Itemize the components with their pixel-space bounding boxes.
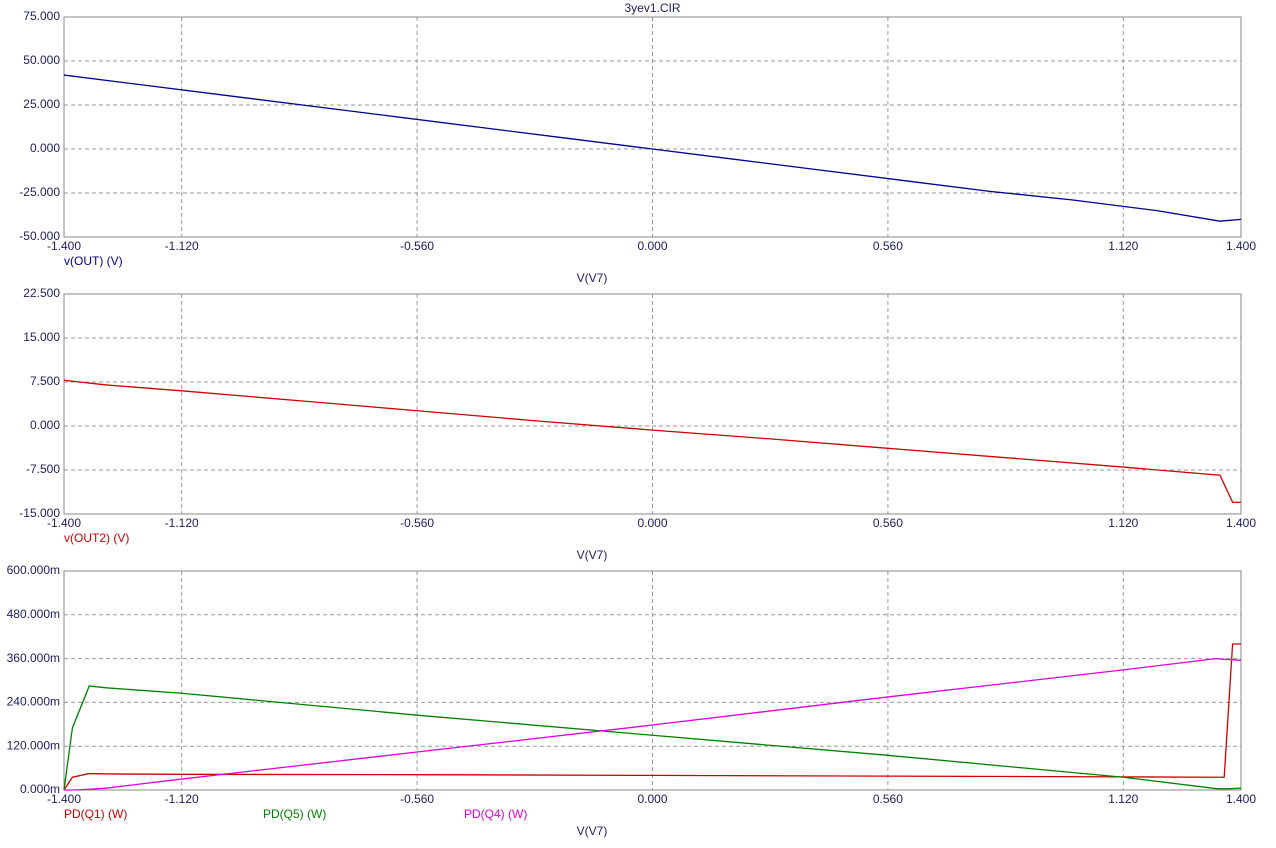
x-axis-label: V(V7) <box>577 548 608 562</box>
x-tick-label: -1.400 <box>47 516 81 530</box>
y-tick-label: 7.500 <box>30 374 60 388</box>
x-tick-label: 0.560 <box>873 792 903 806</box>
y-tick-label: 0.000 <box>30 418 60 432</box>
legend-entry: v(OUT2) (V) <box>64 531 129 545</box>
x-tick-label: 0.560 <box>873 516 903 530</box>
y-tick-label: 0.000 <box>30 141 60 155</box>
x-tick-label: 1.120 <box>1108 239 1138 253</box>
y-tick-label: 0.000m <box>20 782 60 796</box>
x-tick-label: -1.400 <box>47 792 81 806</box>
x-tick-label: -0.560 <box>400 516 434 530</box>
series-line <box>63 685 1242 791</box>
y-tick-label: 15.000 <box>23 330 60 344</box>
legend-entry: PD(Q1) (W) <box>64 807 127 821</box>
plot-frame <box>63 16 1242 238</box>
y-tick-label: 75.000 <box>23 9 60 23</box>
y-tick-label: 360.000m <box>7 651 60 665</box>
y-tick-label: 600.000m <box>7 563 60 577</box>
y-tick-label: 25.000 <box>23 97 60 111</box>
y-tick-label: -15.000 <box>19 506 60 520</box>
series-line <box>63 74 1242 222</box>
plot-frame <box>63 293 1242 515</box>
x-axis-label: V(V7) <box>577 824 608 838</box>
x-tick-label: 0.000 <box>637 792 667 806</box>
x-tick-label: -0.560 <box>400 792 434 806</box>
x-tick-label: -1.400 <box>47 239 81 253</box>
y-tick-label: -25.000 <box>19 185 60 199</box>
series-line <box>63 643 1241 791</box>
x-axis-label: V(V7) <box>577 271 608 285</box>
x-tick-label: -1.120 <box>165 239 199 253</box>
x-tick-label: 1.400 <box>1226 239 1256 253</box>
x-tick-label: 1.400 <box>1226 792 1256 806</box>
y-tick-label: 240.000m <box>7 695 60 709</box>
x-tick-label: 0.560 <box>873 239 903 253</box>
y-tick-label: -50.000 <box>19 229 60 243</box>
x-tick-label: -0.560 <box>400 239 434 253</box>
y-tick-label: 120.000m <box>7 738 60 752</box>
y-tick-label: 480.000m <box>7 607 60 621</box>
legend-entry: PD(Q5) (W) <box>263 807 326 821</box>
x-tick-label: 0.000 <box>637 516 667 530</box>
x-tick-label: 1.400 <box>1226 516 1256 530</box>
plot-frame <box>63 570 1242 791</box>
series-line <box>63 379 1241 503</box>
legend-entry: v(OUT) (V) <box>64 254 123 268</box>
y-tick-label: 50.000 <box>23 53 60 67</box>
legend-entry: PD(Q4) (W) <box>464 807 527 821</box>
y-tick-label: -7.500 <box>26 462 60 476</box>
chart-title: 3yev1.CIR <box>624 1 680 15</box>
x-tick-label: 1.120 <box>1108 792 1138 806</box>
x-tick-label: 1.120 <box>1108 516 1138 530</box>
y-tick-label: 22.500 <box>23 286 60 300</box>
x-tick-label: 0.000 <box>637 239 667 253</box>
series-line <box>64 657 1242 791</box>
x-tick-label: -1.120 <box>165 792 199 806</box>
x-tick-label: -1.120 <box>165 516 199 530</box>
